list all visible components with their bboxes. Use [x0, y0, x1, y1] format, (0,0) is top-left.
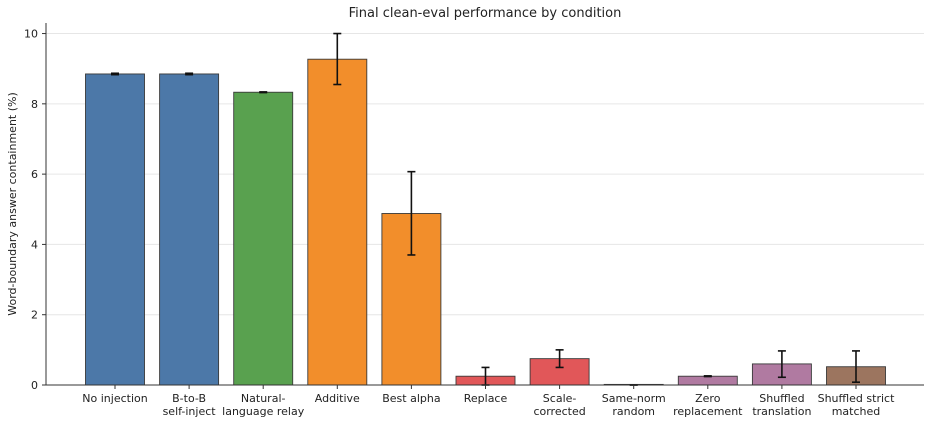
error-bars — [111, 32, 860, 386]
x-tick-label: Replace — [464, 392, 508, 405]
x-tick-label: Zero — [695, 392, 721, 405]
y-tick-label: 0 — [31, 379, 38, 392]
bar — [307, 58, 368, 386]
y-tick-label: 4 — [31, 238, 38, 251]
x-tick-label: Shuffled strict — [818, 392, 895, 405]
bar — [159, 73, 220, 386]
y-tick-label: 10 — [24, 28, 38, 41]
x-tick-label: Best alpha — [382, 392, 440, 405]
x-tick-label: Shuffled — [759, 392, 804, 405]
x-tick-label: corrected — [533, 405, 585, 418]
y-axis-label: Word-boundary answer containment (%) — [6, 92, 19, 316]
x-tick-label: No injection — [82, 392, 147, 405]
x-tick-label: Additive — [315, 392, 360, 405]
x-tick-label: Scale- — [543, 392, 577, 405]
y-tick-label: 8 — [31, 98, 38, 111]
y-tick-label: 2 — [31, 309, 38, 322]
bar — [677, 375, 738, 386]
x-tick-label: random — [612, 405, 655, 418]
y-tick-label: 6 — [31, 168, 38, 181]
y-ticks: 0 2 4 6 8 10 — [24, 28, 46, 392]
x-tick-label: language relay — [222, 405, 305, 418]
x-tick-label: Natural- — [241, 392, 286, 405]
x-tick-label: translation — [752, 405, 811, 418]
x-tick-label: B-to-B — [172, 392, 206, 405]
bar — [85, 73, 145, 386]
bar — [233, 91, 294, 386]
bars — [85, 58, 886, 386]
x-tick-label: self-inject — [163, 405, 217, 418]
x-tick-label: Same-norm — [602, 392, 666, 405]
chart-title: Final clean-eval performance by conditio… — [349, 6, 622, 21]
x-tick-label: replacement — [673, 405, 743, 418]
x-tick-label: matched — [832, 405, 881, 418]
